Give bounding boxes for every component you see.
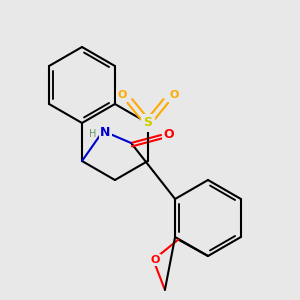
- Text: N: N: [100, 127, 110, 140]
- Text: O: O: [169, 90, 178, 100]
- Text: O: O: [117, 90, 127, 100]
- Text: S: S: [143, 116, 152, 130]
- Text: H: H: [89, 129, 97, 139]
- Text: O: O: [151, 255, 160, 265]
- Text: O: O: [164, 128, 174, 142]
